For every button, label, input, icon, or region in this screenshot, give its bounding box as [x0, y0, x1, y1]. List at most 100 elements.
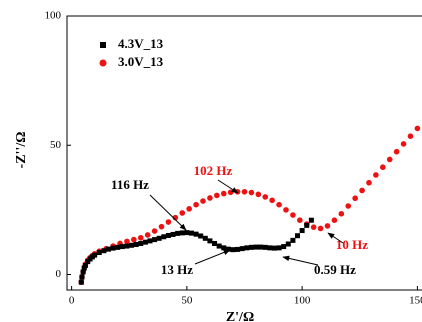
- y-tick-label: 100: [45, 10, 62, 22]
- data-point: [152, 237, 158, 243]
- data-point: [207, 195, 213, 201]
- data-point: [331, 217, 338, 224]
- data-point: [115, 244, 121, 250]
- data-point: [248, 244, 254, 250]
- data-point: [151, 228, 158, 234]
- data-point: [295, 233, 301, 239]
- annotation-arrow: [217, 179, 239, 194]
- annotation-arrow: [327, 232, 344, 244]
- data-point: [198, 233, 204, 239]
- data-point: [142, 239, 148, 245]
- data-point: [110, 245, 116, 251]
- annotation: 102 Hz: [194, 163, 233, 178]
- data-point: [144, 232, 151, 238]
- data-point: [267, 245, 273, 251]
- data-point: [253, 244, 259, 250]
- data-point: [82, 262, 88, 268]
- data-point: [241, 188, 248, 195]
- data-point: [156, 235, 162, 241]
- data-point: [324, 223, 331, 229]
- data-point: [304, 222, 310, 228]
- data-point: [165, 232, 171, 238]
- data-point: [220, 190, 227, 197]
- data-point: [202, 235, 208, 241]
- data-point: [175, 230, 181, 236]
- data-point: [193, 201, 199, 208]
- data-point: [414, 125, 421, 132]
- data-point: [359, 187, 365, 194]
- data-point: [285, 241, 291, 247]
- data-point: [138, 240, 144, 246]
- data-point: [393, 148, 400, 155]
- data-point: [170, 231, 176, 237]
- data-point: [230, 247, 236, 253]
- data-point: [79, 274, 85, 280]
- data-point: [80, 269, 86, 275]
- data-point: [78, 279, 84, 285]
- data-point: [81, 265, 87, 271]
- data-point: [225, 246, 231, 252]
- data-point: [101, 248, 107, 254]
- data-point: [244, 245, 250, 251]
- annotation-arrow: [149, 194, 187, 231]
- data-point: [214, 192, 220, 199]
- data-point: [216, 243, 222, 249]
- annotation: 116 Hz: [111, 177, 149, 192]
- data-point: [276, 201, 282, 208]
- data-point: [131, 236, 137, 243]
- data-point: [124, 243, 130, 249]
- data-point: [124, 238, 130, 245]
- data-point: [386, 156, 393, 163]
- data-point: [400, 141, 407, 147]
- data-point: [258, 244, 264, 250]
- data-point: [188, 230, 194, 236]
- annotation: 13 Hz: [161, 262, 193, 277]
- data-point: [352, 195, 358, 202]
- data-point: [147, 238, 153, 244]
- data-point: [283, 207, 289, 213]
- data-point: [281, 244, 287, 250]
- data-point: [129, 242, 135, 248]
- data-point: [193, 231, 199, 237]
- data-point: [85, 259, 91, 265]
- data-point: [165, 219, 172, 225]
- data-point: [255, 191, 262, 198]
- data-point: [172, 214, 179, 221]
- data-point: [308, 217, 314, 223]
- data-point: [161, 234, 167, 240]
- data-point: [92, 252, 98, 258]
- data-point: [184, 230, 190, 236]
- data-point: [235, 246, 241, 252]
- data-point: [299, 228, 305, 234]
- data-point: [276, 245, 282, 251]
- annotation-arrow: [194, 249, 231, 265]
- y-axis-label: -Z''/Ω: [14, 132, 29, 169]
- annotation-arrow: [282, 255, 319, 266]
- data-point: [297, 217, 303, 224]
- y-tick-label: 0: [56, 268, 62, 280]
- annotation: 10 Hz: [336, 237, 368, 252]
- data-point: [133, 242, 139, 248]
- data-point: [290, 237, 296, 243]
- data-point: [96, 250, 102, 256]
- data-point: [248, 189, 255, 196]
- data-point: [290, 212, 296, 218]
- legend-label: 3.0V_13: [118, 54, 164, 69]
- data-point: [262, 194, 269, 200]
- data-point: [380, 164, 386, 171]
- data-point: [207, 238, 213, 244]
- x-tick-label: 50: [181, 295, 193, 307]
- annotation: 0.59 Hz: [314, 262, 356, 277]
- x-tick-label: 100: [294, 295, 311, 307]
- data-point: [269, 197, 275, 204]
- data-point: [179, 230, 185, 236]
- x-tick-label: 150: [409, 295, 422, 307]
- legend-marker: [100, 42, 106, 48]
- data-point: [407, 133, 414, 139]
- x-axis-label: Z'/Ω: [226, 310, 254, 322]
- data-point: [119, 244, 125, 250]
- data-point: [373, 172, 379, 178]
- data-point: [239, 246, 245, 252]
- data-point: [221, 245, 227, 251]
